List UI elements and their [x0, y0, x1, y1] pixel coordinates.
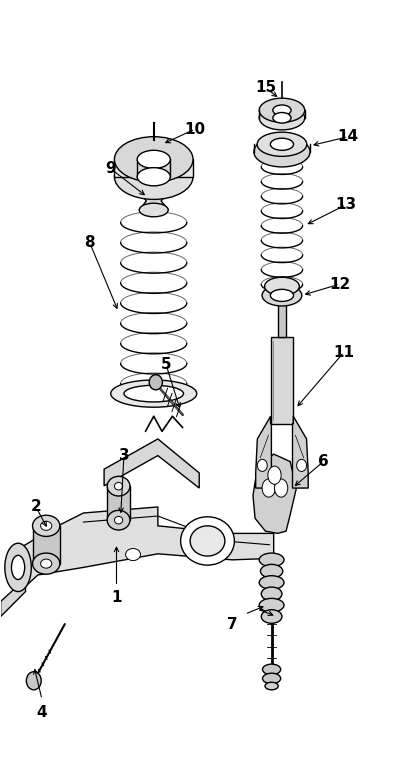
Polygon shape: [293, 416, 308, 488]
Ellipse shape: [268, 466, 281, 484]
Ellipse shape: [115, 154, 193, 199]
Polygon shape: [115, 160, 193, 176]
FancyBboxPatch shape: [278, 295, 286, 337]
Ellipse shape: [139, 203, 168, 217]
Text: 15: 15: [255, 80, 276, 95]
Ellipse shape: [262, 479, 275, 497]
Text: 4: 4: [37, 705, 47, 720]
Ellipse shape: [124, 385, 183, 402]
Text: 3: 3: [119, 448, 129, 463]
Ellipse shape: [181, 517, 234, 565]
Ellipse shape: [259, 553, 284, 567]
Text: 1: 1: [111, 590, 122, 605]
Ellipse shape: [149, 375, 162, 390]
Ellipse shape: [265, 682, 278, 690]
Ellipse shape: [261, 565, 283, 578]
Ellipse shape: [12, 556, 24, 580]
Text: 6: 6: [318, 454, 329, 469]
Text: 14: 14: [337, 129, 359, 144]
Ellipse shape: [263, 673, 281, 684]
Ellipse shape: [259, 598, 284, 612]
Polygon shape: [107, 486, 130, 520]
Ellipse shape: [261, 609, 282, 623]
Polygon shape: [11, 507, 273, 586]
Ellipse shape: [190, 526, 225, 556]
Text: 12: 12: [329, 276, 351, 291]
Text: 9: 9: [105, 161, 116, 176]
Ellipse shape: [261, 587, 282, 600]
Polygon shape: [256, 416, 271, 488]
Text: 8: 8: [84, 235, 95, 250]
Ellipse shape: [259, 98, 305, 123]
Polygon shape: [104, 439, 199, 488]
Text: 11: 11: [334, 344, 354, 360]
FancyBboxPatch shape: [271, 337, 293, 424]
Ellipse shape: [111, 380, 197, 407]
Ellipse shape: [254, 137, 310, 167]
Polygon shape: [1, 579, 25, 616]
Ellipse shape: [273, 105, 291, 116]
Ellipse shape: [262, 285, 302, 306]
Polygon shape: [253, 454, 296, 534]
Ellipse shape: [297, 459, 307, 472]
Ellipse shape: [32, 516, 60, 537]
Ellipse shape: [139, 185, 168, 198]
Ellipse shape: [115, 482, 123, 490]
Ellipse shape: [273, 113, 291, 123]
Ellipse shape: [41, 559, 52, 569]
Ellipse shape: [257, 132, 307, 157]
Text: 7: 7: [227, 616, 238, 631]
Ellipse shape: [107, 510, 130, 530]
Ellipse shape: [107, 476, 130, 496]
Text: 13: 13: [335, 198, 356, 212]
Ellipse shape: [270, 289, 293, 301]
Text: 10: 10: [185, 122, 206, 137]
Ellipse shape: [263, 664, 281, 674]
Ellipse shape: [137, 151, 170, 169]
Ellipse shape: [126, 549, 141, 561]
Polygon shape: [32, 526, 60, 564]
Ellipse shape: [41, 522, 52, 531]
Polygon shape: [139, 192, 168, 210]
Ellipse shape: [270, 139, 293, 151]
Ellipse shape: [259, 576, 284, 589]
Ellipse shape: [32, 553, 60, 575]
Ellipse shape: [257, 459, 267, 472]
Ellipse shape: [137, 168, 170, 185]
Text: 5: 5: [161, 357, 171, 372]
Ellipse shape: [259, 106, 305, 130]
Ellipse shape: [26, 671, 41, 690]
Ellipse shape: [115, 516, 123, 524]
Ellipse shape: [115, 137, 193, 182]
Ellipse shape: [274, 479, 288, 497]
Text: 2: 2: [30, 500, 41, 515]
Ellipse shape: [5, 544, 31, 591]
Ellipse shape: [265, 277, 299, 295]
